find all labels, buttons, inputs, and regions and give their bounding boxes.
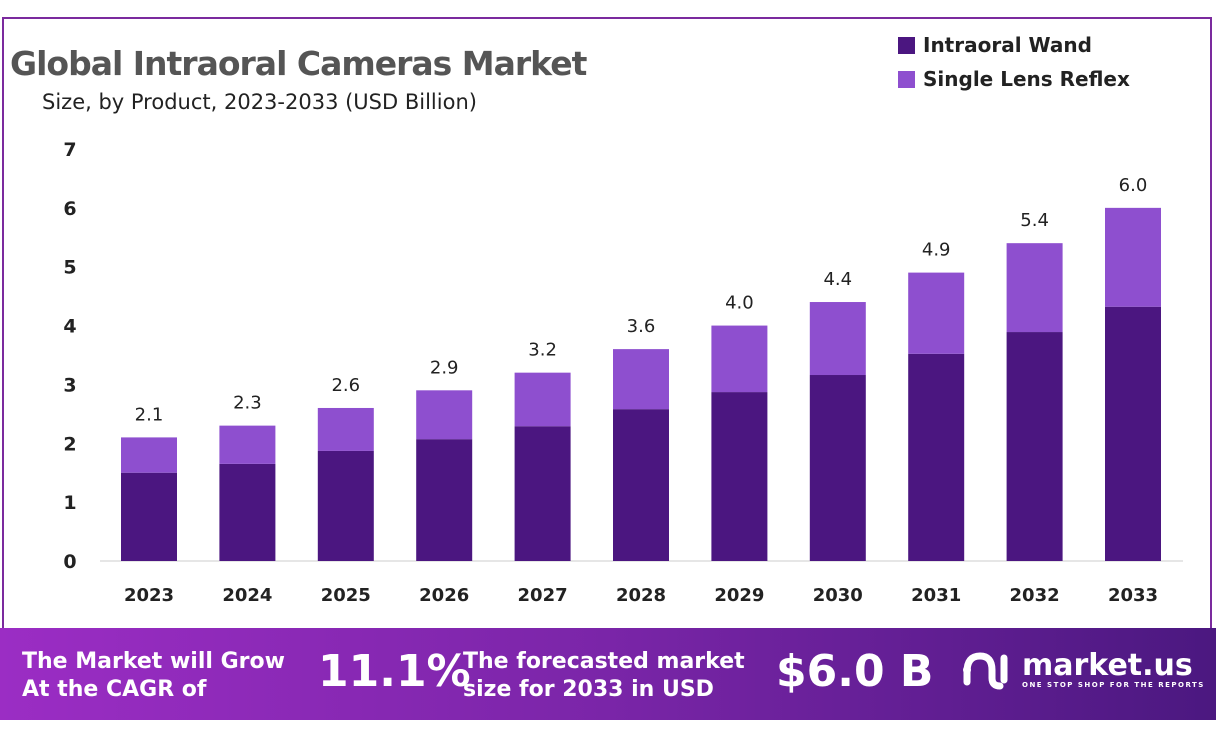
bar-intraoral-wand xyxy=(1105,306,1161,561)
x-tick-label: 2026 xyxy=(419,585,469,606)
cagr-text-2: At the CAGR of xyxy=(22,677,207,702)
data-label: 2.6 xyxy=(331,375,360,396)
x-tick-label: 2027 xyxy=(518,585,568,606)
x-tick-label: 2029 xyxy=(714,585,764,606)
x-tick-label: 2031 xyxy=(911,585,961,606)
bar-intraoral-wand xyxy=(121,472,177,561)
chart-frame xyxy=(2,17,1212,637)
y-tick-label: 5 xyxy=(63,257,76,279)
bar-intraoral-wand xyxy=(416,439,473,561)
bar-intraoral-wand xyxy=(809,375,866,561)
y-tick-label: 7 xyxy=(63,139,76,161)
bar-single-lens-reflex xyxy=(809,302,866,376)
cagr-value: 11.1% xyxy=(318,646,471,697)
data-label: 2.1 xyxy=(135,404,164,425)
y-tick-label: 0 xyxy=(63,551,76,573)
bar-intraoral-wand xyxy=(711,392,768,561)
brand-logo: market.us ONE STOP SHOP FOR THE REPORTS xyxy=(962,648,1205,692)
chart-title: Global Intraoral Cameras Market xyxy=(10,44,587,83)
bar-intraoral-wand xyxy=(317,450,374,561)
market-us-logo-icon xyxy=(963,652,1008,690)
x-tick-label: 2028 xyxy=(616,585,666,606)
bar-single-lens-reflex xyxy=(1105,207,1161,307)
bar-single-lens-reflex xyxy=(908,272,965,354)
x-tick-label: 2023 xyxy=(124,585,174,606)
bar-single-lens-reflex xyxy=(711,325,768,393)
legend-label: Intraoral Wand xyxy=(923,33,1092,57)
data-label: 3.2 xyxy=(528,340,557,361)
y-tick-label: 4 xyxy=(63,316,76,338)
legend: Intraoral Wand Single Lens Reflex xyxy=(898,28,1130,96)
legend-label: Single Lens Reflex xyxy=(923,67,1130,91)
bar-single-lens-reflex xyxy=(121,437,177,473)
bar-intraoral-wand xyxy=(1006,332,1063,561)
data-label: 4.0 xyxy=(725,293,754,314)
forecast-value: $6.0 B xyxy=(776,646,934,697)
x-tick-label: 2024 xyxy=(222,585,272,606)
data-label: 3.6 xyxy=(627,316,656,337)
data-label: 2.3 xyxy=(233,393,262,414)
bar-single-lens-reflex xyxy=(514,372,571,427)
bar-single-lens-reflex xyxy=(317,407,374,451)
data-label: 6.0 xyxy=(1119,175,1148,196)
bar-single-lens-reflex xyxy=(219,425,276,464)
legend-item-intraoral-wand: Intraoral Wand xyxy=(898,28,1130,62)
legend-item-single-lens-reflex: Single Lens Reflex xyxy=(898,62,1130,96)
x-tick-label: 2033 xyxy=(1108,585,1158,606)
bar-single-lens-reflex xyxy=(1006,243,1063,333)
brand-name: market.us xyxy=(1022,648,1193,683)
brand-tagline: ONE STOP SHOP FOR THE REPORTS xyxy=(1022,681,1205,689)
legend-swatch xyxy=(898,70,915,88)
data-label: 4.9 xyxy=(922,240,951,261)
cagr-text-1: The Market will Grow xyxy=(22,649,285,674)
y-tick-label: 6 xyxy=(63,198,76,220)
data-label: 4.4 xyxy=(823,269,852,290)
bar-single-lens-reflex xyxy=(613,349,669,410)
footer-banner: The Market will Grow At the CAGR of 11.1%… xyxy=(0,628,1216,720)
bar-intraoral-wand xyxy=(613,409,669,561)
x-tick-label: 2030 xyxy=(813,585,863,606)
data-label: 5.4 xyxy=(1020,210,1049,231)
data-label: 2.9 xyxy=(430,357,459,378)
chart-subtitle: Size, by Product, 2023-2033 (USD Billion… xyxy=(42,90,477,114)
x-tick-label: 2032 xyxy=(1010,585,1060,606)
cagr-label: The Market will Grow At the CAGR of xyxy=(22,648,285,704)
y-tick-label: 2 xyxy=(63,433,76,455)
x-tick-label: 2025 xyxy=(321,585,371,606)
y-tick-label: 3 xyxy=(63,374,76,396)
forecast-text-1: The forecasted market xyxy=(463,649,745,674)
y-tick-label: 1 xyxy=(63,492,76,514)
forecast-label: The forecasted market size for 2033 in US… xyxy=(463,648,745,704)
bar-chart: 0 1 2 3 4 5 6 7 2.1 2023 2.3 2024 2.6 2025 2.9 2026 3.2 2… xyxy=(63,139,1183,606)
bar-intraoral-wand xyxy=(514,426,571,561)
bar-intraoral-wand xyxy=(908,353,965,561)
legend-swatch xyxy=(898,36,915,54)
bar-intraoral-wand xyxy=(219,463,276,561)
bar-single-lens-reflex xyxy=(416,390,473,440)
forecast-text-2: size for 2033 in USD xyxy=(463,677,714,702)
